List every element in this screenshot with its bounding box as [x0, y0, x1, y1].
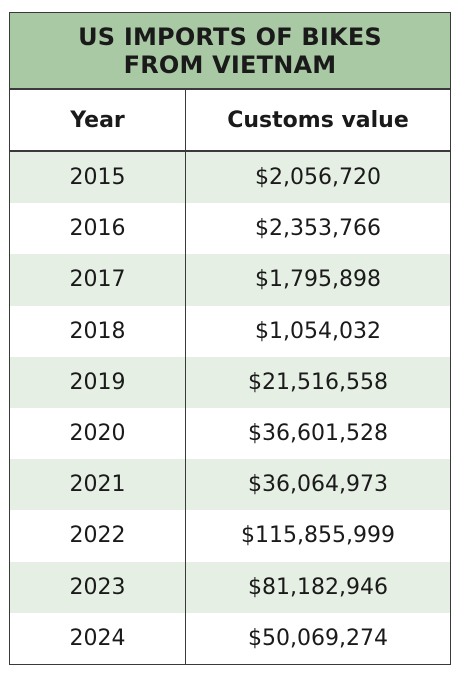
table-row: 2021 $36,064,973 — [10, 459, 450, 511]
customs-value-cell: $1,795,898 — [255, 267, 381, 293]
table-title: US IMPORTS OF BIKES FROM VIETNAM — [78, 22, 382, 79]
year-cell: 2018 — [10, 305, 186, 357]
year-cell: 2019 — [10, 356, 186, 408]
customs-value-cell: $115,855,999 — [241, 523, 395, 549]
customs-value-cell: $21,516,558 — [248, 369, 388, 395]
table-row: 2019 $21,516,558 — [10, 356, 450, 408]
table-row: 2023 $81,182,946 — [10, 561, 450, 613]
year-cell: 2022 — [10, 510, 186, 562]
customs-value-cell: $2,353,766 — [255, 216, 381, 242]
customs-value-cell: $50,069,274 — [248, 625, 388, 651]
year-cell: 2021 — [10, 459, 186, 511]
customs-value-cell: $1,054,032 — [255, 318, 381, 344]
table-row: 2022 $115,855,999 — [10, 510, 450, 562]
customs-value-cell: $36,064,973 — [248, 472, 388, 498]
header-row: Year Customs value — [10, 90, 450, 152]
year-cell: 2023 — [10, 561, 186, 613]
column-header-customs-value: Customs value — [227, 107, 409, 133]
table-row: 2016 $2,353,766 — [10, 203, 450, 255]
imports-table: US IMPORTS OF BIKES FROM VIETNAM Year Cu… — [9, 12, 451, 665]
customs-value-cell: $2,056,720 — [255, 165, 381, 191]
customs-value-cell: $36,601,528 — [248, 421, 388, 447]
year-cell: 2016 — [10, 203, 186, 255]
table-row: 2017 $1,795,898 — [10, 254, 450, 306]
table-row: 2024 $50,069,274 — [10, 612, 450, 664]
year-cell: 2015 — [10, 152, 186, 204]
table-row: 2020 $36,601,528 — [10, 407, 450, 460]
year-cell: 2024 — [10, 612, 186, 664]
customs-value-cell: $81,182,946 — [248, 574, 388, 600]
year-cell: 2017 — [10, 254, 186, 306]
title-band: US IMPORTS OF BIKES FROM VIETNAM — [10, 13, 450, 90]
column-header-year: Year — [10, 90, 186, 150]
year-cell: 2020 — [10, 407, 186, 460]
table-row: 2015 $2,056,720 — [10, 152, 450, 204]
table-row: 2018 $1,054,032 — [10, 305, 450, 357]
